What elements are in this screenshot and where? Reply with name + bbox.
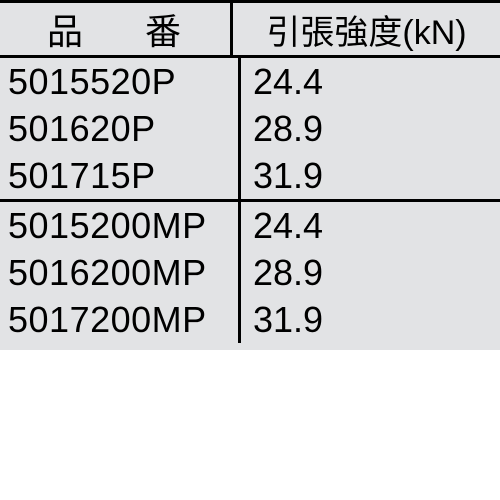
cell-strength: 28.9	[241, 249, 500, 296]
table-row: 5015520P 24.4	[0, 58, 500, 105]
cell-strength: 24.4	[241, 202, 500, 249]
table-header-row: 品 番 引張強度(kN)	[0, 0, 500, 58]
cell-strength: 24.4	[241, 58, 500, 105]
cell-code: 501715P	[0, 152, 241, 199]
cell-code: 5015200MP	[0, 202, 241, 249]
cell-code: 5016200MP	[0, 249, 241, 296]
col-header-part-number: 品 番	[0, 3, 233, 55]
table-row: 501620P 28.9	[0, 105, 500, 152]
col-header-tensile-strength: 引張強度(kN)	[233, 3, 500, 55]
table-row: 5015200MP 24.4	[0, 199, 500, 249]
table-row: 5016200MP 28.9	[0, 249, 500, 296]
col-header-part-number-char1: 品	[47, 3, 85, 55]
cell-code: 5015520P	[0, 58, 241, 105]
cell-strength: 28.9	[241, 105, 500, 152]
blank-region	[0, 350, 500, 500]
table-row: 5017200MP 31.9	[0, 296, 500, 343]
cell-code: 5017200MP	[0, 296, 241, 343]
cell-strength: 31.9	[241, 152, 500, 199]
col-header-part-number-char2: 番	[145, 3, 183, 55]
cell-code: 501620P	[0, 105, 241, 152]
table-row: 501715P 31.9	[0, 152, 500, 199]
spec-table: 品 番 引張強度(kN) 5015520P 24.4 501620P 28.9 …	[0, 0, 500, 350]
cell-strength: 31.9	[241, 296, 500, 343]
